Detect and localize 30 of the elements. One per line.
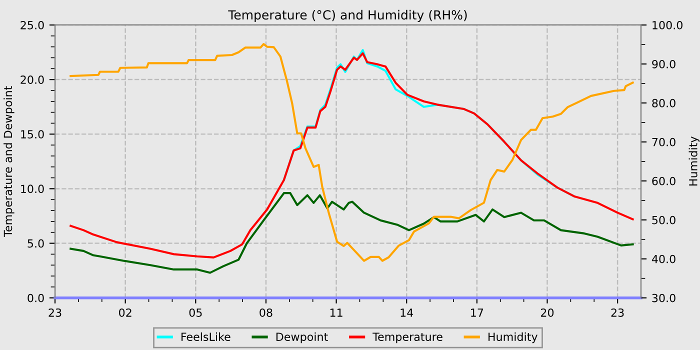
y-tick-label: 20.0	[20, 76, 44, 84]
x-tick-label: 08	[260, 308, 272, 317]
chart-title: Temperature (°C) and Humidity (RH%)	[228, 10, 467, 22]
y2-tick-label: 60.0	[652, 176, 676, 186]
x-tick-label: 11	[330, 308, 342, 317]
y2-axis-title: Humidity	[688, 136, 700, 186]
legend-label: Temperature	[372, 332, 442, 344]
legend-label: FeelsLike	[182, 332, 230, 342]
y2-tick-label: 50.0	[652, 216, 676, 224]
y2-tick-label: 80.0	[652, 98, 676, 108]
x-tick-label: 23	[48, 308, 62, 317]
y-tick-label: 25.0	[20, 20, 44, 30]
y2-tick-label: 70.0	[652, 138, 676, 146]
y2-tick-label: 40.0	[652, 254, 676, 264]
y-axis-title: Temperature and Dewpoint	[4, 86, 14, 238]
y-tick-label: 0.0	[28, 294, 44, 302]
x-tick-label: 14	[400, 308, 414, 317]
x-tick-label: 23	[611, 308, 624, 317]
x-tick-label: 17	[471, 308, 484, 317]
y2-tick-label: 30.0	[652, 294, 676, 302]
x-tick-label: 05	[189, 308, 202, 317]
y-tick-label: 5.0	[28, 239, 44, 248]
y2-tick-label: 90.0	[652, 60, 676, 68]
x-tick-label: 20	[540, 308, 554, 317]
y-tick-label: 15.0	[21, 130, 44, 139]
x-tick-label: 02	[119, 308, 132, 317]
y2-tick-label: 100.0	[652, 20, 682, 30]
legend-label: Humidity	[488, 332, 538, 344]
legend-label: Dewpoint	[276, 332, 328, 344]
y-tick-label: 10.0	[21, 184, 44, 194]
